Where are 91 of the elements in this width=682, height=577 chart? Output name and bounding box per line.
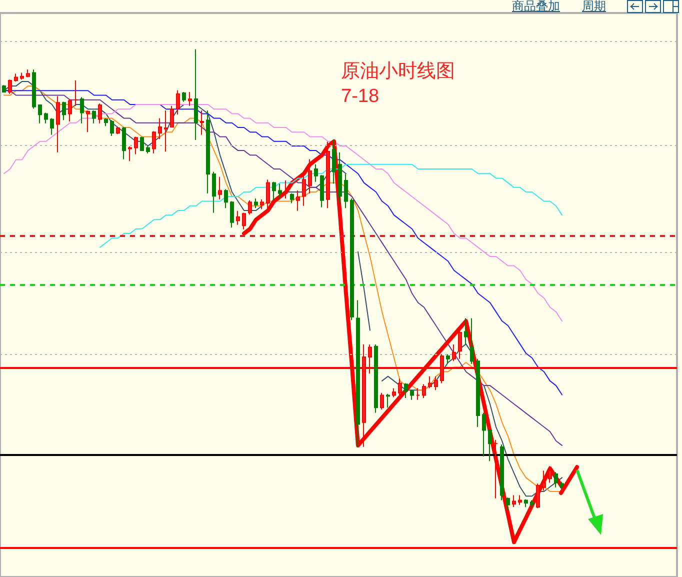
candlestick [464,318,468,346]
candlestick [404,382,408,398]
candlestick [476,358,480,428]
candlestick [218,176,222,200]
candlestick [332,139,336,184]
candlestick [290,192,294,204]
candlestick [164,110,168,152]
candlestick [266,179,270,212]
candlestick [386,393,390,408]
candlestick [32,68,36,110]
candlestick [530,500,534,508]
candlestick [146,146,150,154]
candlestick [296,190,300,212]
candlestick [152,130,156,154]
candlestick [542,470,546,492]
candlestick [416,388,420,400]
candlestick [188,92,192,106]
candlestick [410,390,414,400]
candlestick [8,79,12,94]
candlestick [302,174,306,206]
candlestick [488,428,492,462]
text: 商品叠加 [512,0,560,13]
candlestick [248,200,252,216]
candlestick [224,188,228,209]
candlestick [212,171,216,214]
candlestick [44,112,48,124]
candlestick [524,498,528,508]
candlestick [536,483,540,509]
candlestick [548,466,552,484]
candlestick [554,472,558,488]
candlestick [422,384,426,398]
candlestick [68,98,72,122]
candlestick [518,494,522,506]
candlestick [116,126,120,134]
candlestick [20,72,24,80]
candlestick [260,198,264,210]
candlestick [104,118,108,127]
candlestick [134,136,138,155]
candlestick [14,73,18,82]
candlestick [278,183,282,199]
candlestick [26,68,30,78]
candlestick [272,181,276,201]
candlestick [506,497,510,510]
candlestick [236,210,240,226]
text: 7-18 [341,86,380,107]
candlestick [446,354,450,364]
candlestick [50,118,54,136]
candlestick [230,200,234,228]
candlestick [344,174,348,209]
candlestick [128,146,132,162]
candlestick [374,344,378,414]
candlestick [308,158,312,194]
candlestick [470,318,474,364]
candlestick [122,126,126,160]
candlestick [92,110,96,124]
candlestick [338,152,342,204]
candlestick [62,101,66,121]
candlestick [140,136,144,152]
candlestick [56,96,60,153]
candlestick [74,80,78,106]
candlestick [350,198,354,321]
candlestick [434,376,438,391]
candlestick [2,84,6,93]
candlestick [314,164,318,182]
candlestick [254,198,258,209]
candlestick [194,48,198,140]
candlestick [320,174,324,208]
candlestick [158,118,162,140]
candlestick [170,105,174,128]
candlestick [80,96,84,124]
text: 原油小时线图 [341,61,455,82]
candlestick [86,110,90,133]
candlestick [98,103,102,124]
text: 周期 [582,0,606,13]
candlestick [452,344,456,362]
candlestick [380,392,384,410]
candlestick [512,494,516,508]
candlestick [38,104,42,124]
candlestick [182,92,186,102]
candlestick [110,120,114,136]
candlestick [176,90,180,116]
candlestick [500,444,504,501]
candlestick [494,439,498,499]
candlestick [200,110,204,136]
candlestick [206,110,210,194]
candlestick [284,180,288,199]
candlestick [482,412,486,457]
candlestick [392,388,396,398]
candlestick [428,376,432,389]
candlestick [356,300,360,448]
candlestick [398,378,402,398]
